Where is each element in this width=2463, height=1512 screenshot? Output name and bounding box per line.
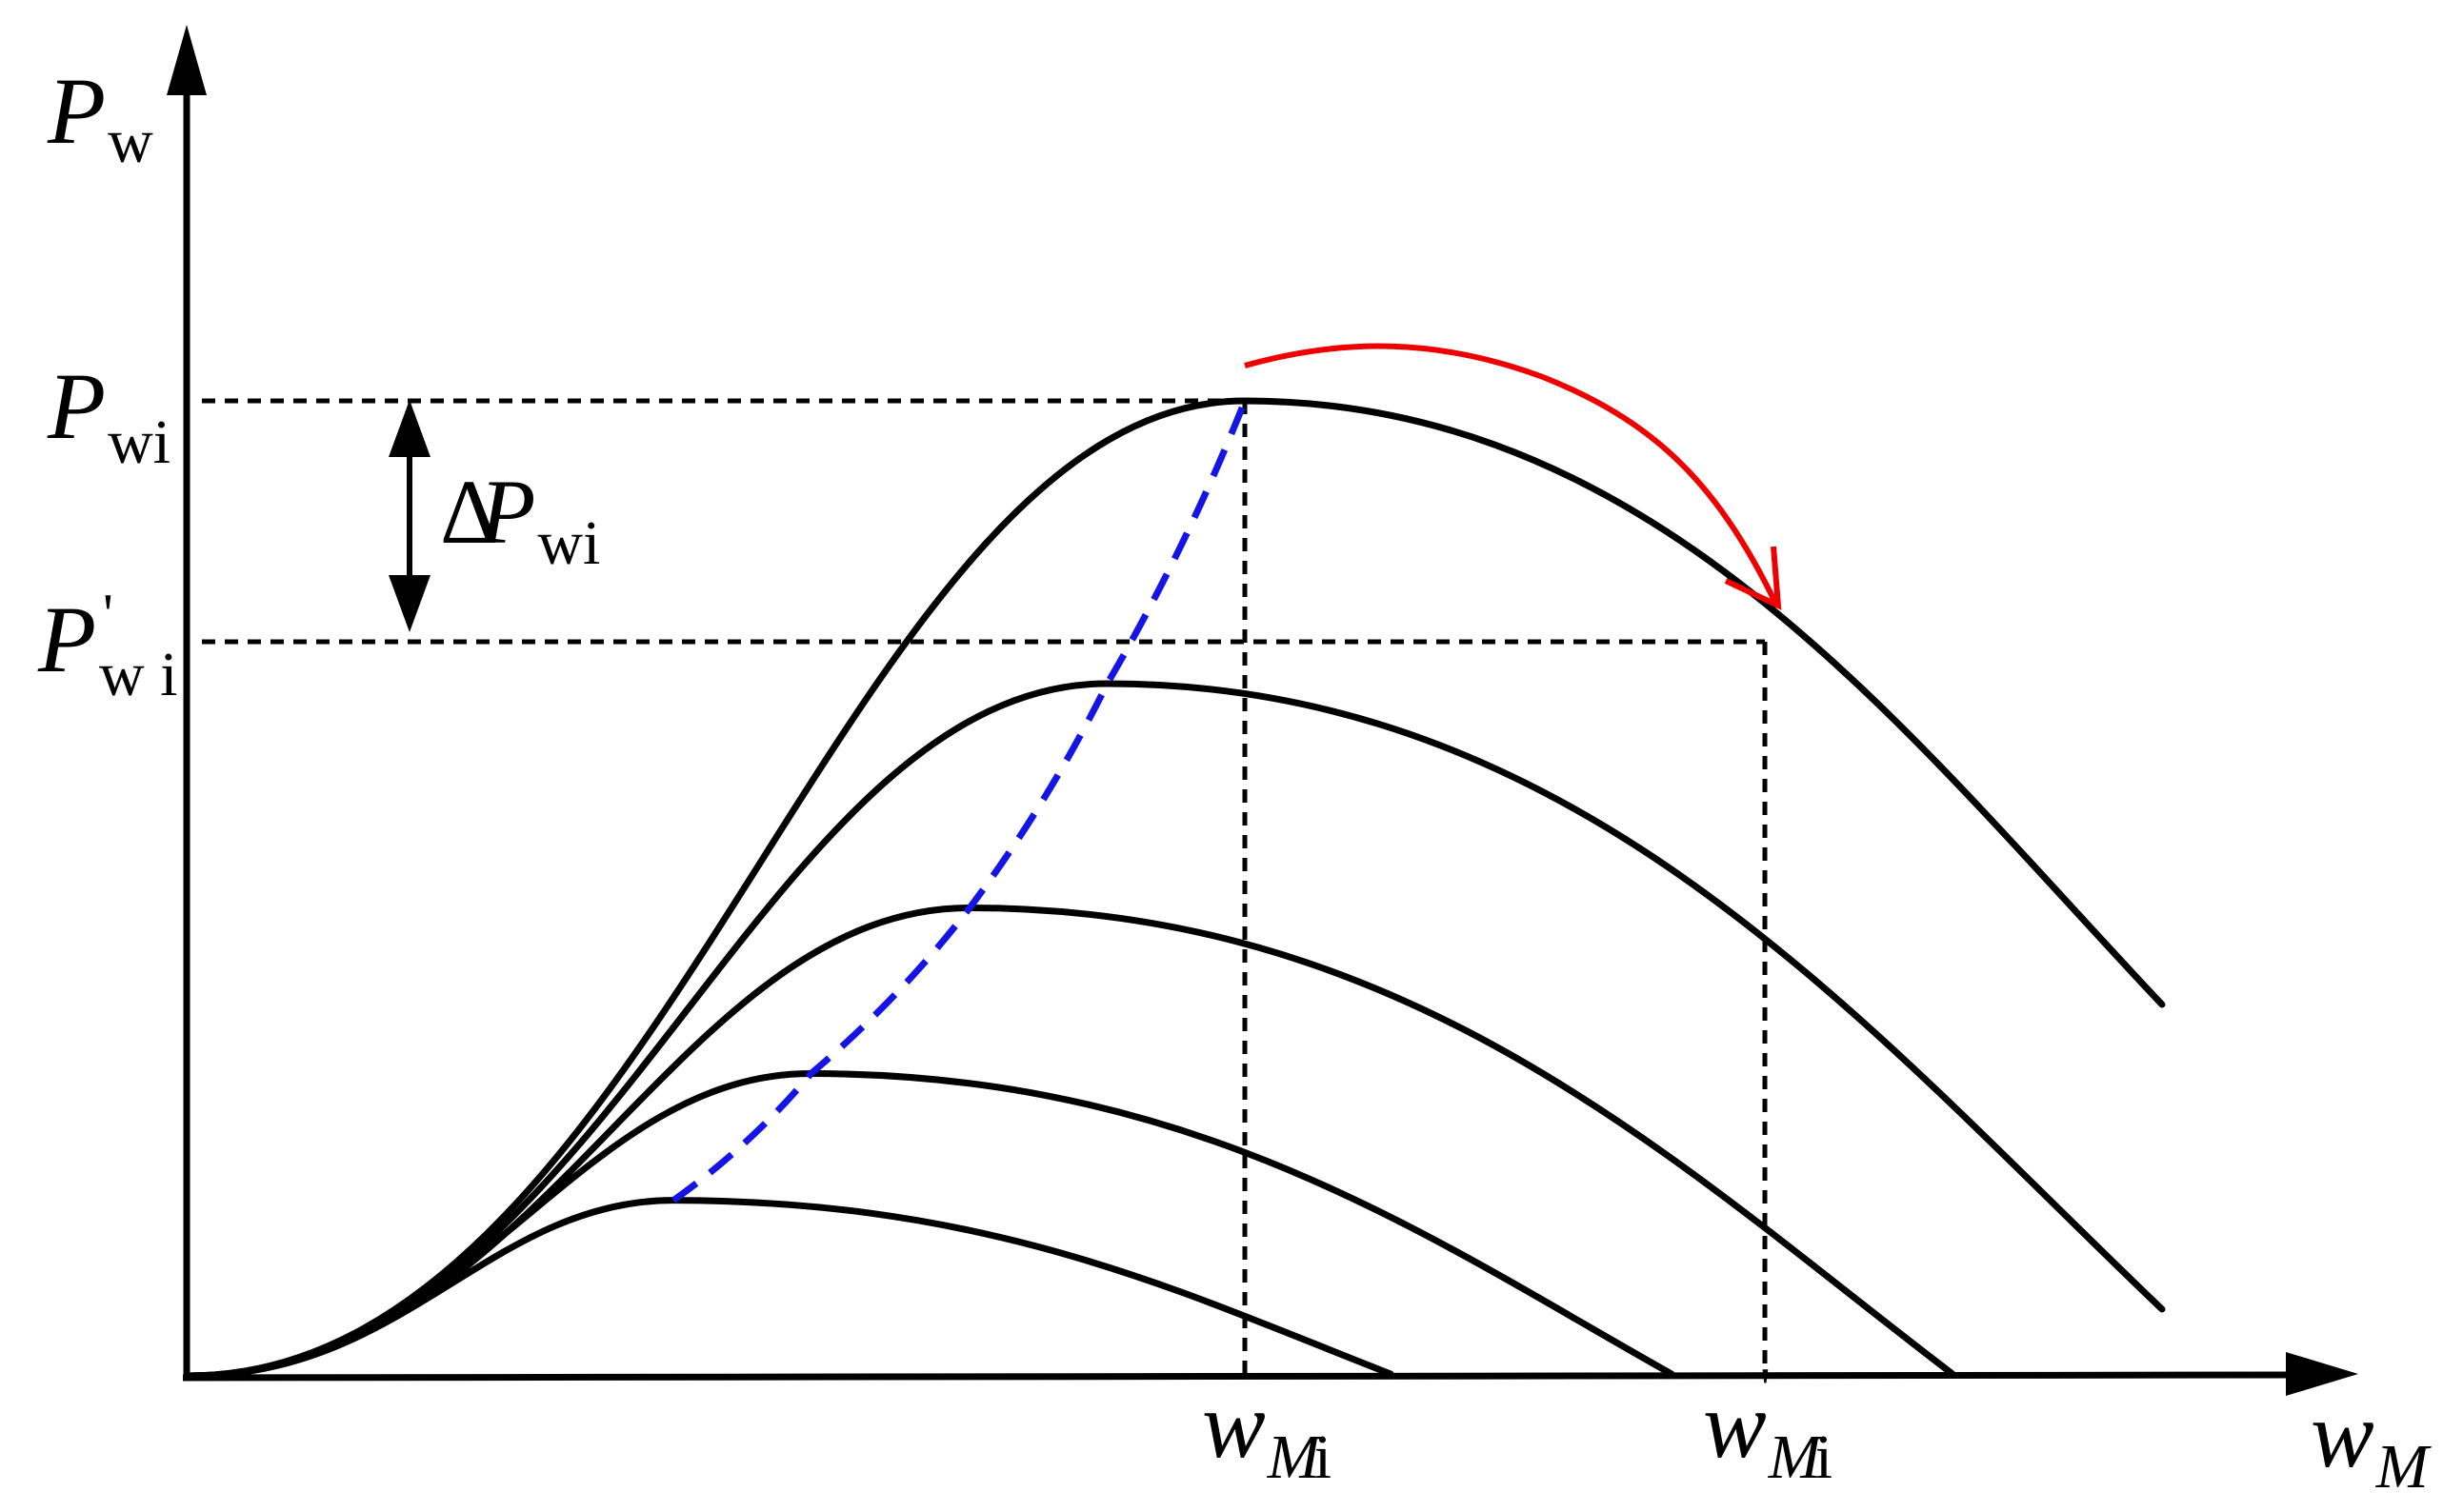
- delta-p-arrowhead-down: [389, 575, 431, 632]
- power-curves: [183, 397, 2166, 1380]
- w-mi-prime-mark: ': [1760, 1357, 1771, 1420]
- mppt-locus-dashed: [671, 399, 1249, 1204]
- power-curve-4: [183, 680, 2166, 1380]
- power-curve-1: [183, 1197, 1394, 1380]
- transition-arrowhead: [1724, 546, 1782, 610]
- delta-p-arrowhead-up: [389, 400, 431, 457]
- p-wi-prime-subscript: w i: [99, 640, 178, 709]
- x-axis-label: wM: [2311, 1382, 2433, 1502]
- w-mi-label: wMi: [1202, 1372, 1332, 1492]
- x-axis-arrowhead: [2286, 1352, 2358, 1396]
- power-curve-5: [183, 397, 2166, 1380]
- y-axis-label: Pw: [47, 58, 153, 176]
- power-curve-3: [183, 904, 1956, 1380]
- delta-p-wi-label: ΔPwi: [440, 461, 600, 578]
- y-axis-arrowhead: [167, 25, 207, 95]
- w-mi-prime-label: wMi: [1703, 1372, 1832, 1492]
- p-wi-prime-mark: ': [103, 583, 113, 646]
- p-wi-prime-label: P: [37, 587, 96, 692]
- p-wi-label: Pwi: [47, 353, 170, 477]
- guide-lines: [202, 398, 1768, 1373]
- transition-arrow: [1244, 343, 1779, 607]
- x-axis: [182, 1371, 2296, 1382]
